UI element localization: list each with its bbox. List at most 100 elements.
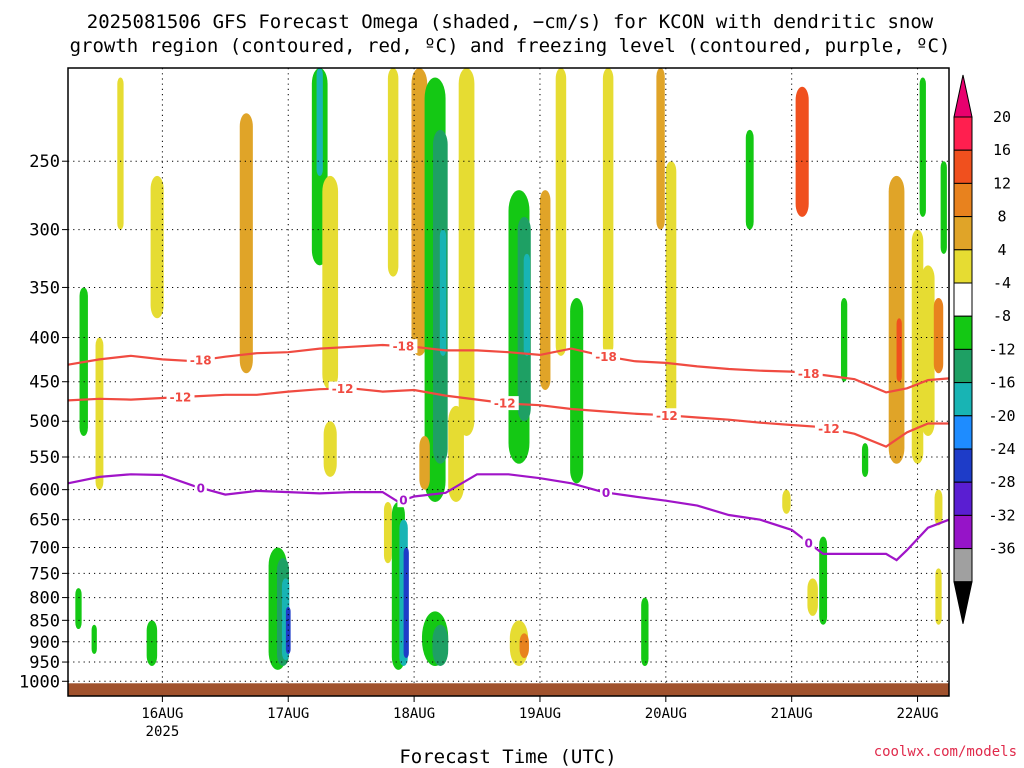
colorbar-label-12: 12 xyxy=(993,174,1011,192)
x-tick-sublabel: 2025 xyxy=(146,724,180,740)
contour-label-bg xyxy=(166,390,195,405)
omega-feature-1 xyxy=(95,337,104,490)
colorbar-label--24: -24 xyxy=(988,440,1015,458)
omega-feature-47 xyxy=(840,298,848,382)
contour-label--18: -18 xyxy=(190,354,212,368)
omega-feature-45 xyxy=(819,536,828,625)
omega-feature-32 xyxy=(523,253,531,356)
omega-feature-53 xyxy=(933,298,944,374)
contour-label-0: 0 xyxy=(602,486,610,500)
contour-label-bg xyxy=(652,408,681,423)
omega-feature-54 xyxy=(934,489,943,526)
x-tick-label-17AUG: 17AUG xyxy=(267,706,309,722)
contour-label--12: -12 xyxy=(818,422,840,436)
omega-feature-7 xyxy=(239,113,253,374)
colorbar-label--32: -32 xyxy=(988,506,1015,524)
y-tick-label-600: 600 xyxy=(29,481,60,501)
colorbar-label--36: -36 xyxy=(988,540,1015,558)
contour-label--18: -18 xyxy=(393,340,415,354)
contour-label-bg xyxy=(186,353,215,368)
omega-feature-43 xyxy=(782,489,791,514)
omega-feature-20 xyxy=(403,547,409,659)
omega-feature-24 xyxy=(439,229,447,356)
omega-feature-3 xyxy=(75,588,82,630)
colorbar-segment-2 xyxy=(953,182,973,218)
y-tick-label-350: 350 xyxy=(29,278,60,298)
colorbar-label--12: -12 xyxy=(988,340,1015,358)
colorbar-label--4: -4 xyxy=(993,274,1011,292)
omega-feature-40 xyxy=(656,68,665,230)
omega-feature-25 xyxy=(419,435,430,490)
contour-label-bg xyxy=(490,396,519,411)
contour-label-bg xyxy=(802,536,815,551)
contour-label-bg xyxy=(600,485,613,500)
contour-label-0: 0 xyxy=(197,481,205,495)
omega-feature-5 xyxy=(146,620,158,666)
colorbar-segment-10 xyxy=(953,448,973,483)
grid xyxy=(68,68,949,696)
omega-feature-35 xyxy=(519,633,529,659)
omega-feature-26 xyxy=(448,405,464,502)
y-tick-label-300: 300 xyxy=(29,221,60,241)
x-tick-label-22AUG: 22AUG xyxy=(896,706,938,722)
omega-feature-14 xyxy=(322,175,339,390)
contour-line--18 xyxy=(67,343,950,394)
x-tick-label-21AUG: 21AUG xyxy=(771,706,813,722)
contour-label--18: -18 xyxy=(595,350,617,364)
omega-feature-56 xyxy=(919,77,926,217)
omega-feature-36 xyxy=(570,298,584,484)
omega-feature-4 xyxy=(91,624,97,655)
y-tick-label-900: 900 xyxy=(29,633,60,653)
x-axis-label: Forecast Time (UTC) xyxy=(399,746,616,768)
omega-feature-52 xyxy=(921,265,935,436)
colorbar-segment-13 xyxy=(953,548,973,583)
omega-feature-39 xyxy=(641,597,649,666)
colorbar-segment-1 xyxy=(953,149,973,184)
y-tick-label-400: 400 xyxy=(29,329,60,349)
contour-label--12: -12 xyxy=(494,397,516,411)
colorbar-segment-9 xyxy=(953,415,973,450)
contour-label-0: 0 xyxy=(399,494,407,508)
colorbar-top-arrow xyxy=(953,74,973,118)
contour-label--12: -12 xyxy=(656,409,678,423)
omega-feature-2 xyxy=(117,77,124,230)
colorbar-label-16: 16 xyxy=(993,141,1011,159)
y-tick-label-250: 250 xyxy=(29,152,60,172)
omega-feature-21 xyxy=(411,68,428,356)
y-tick-label-1000: 1000 xyxy=(19,672,60,692)
omega-feature-29 xyxy=(458,68,475,436)
omega-feature-6 xyxy=(150,175,164,319)
colorbar-segment-11 xyxy=(953,481,973,516)
y-tick-label-650: 650 xyxy=(29,511,60,531)
y-tick-label-750: 750 xyxy=(29,564,60,584)
y-tick-label-450: 450 xyxy=(29,373,60,393)
omega-feature-49 xyxy=(888,175,905,464)
contour-line-0 xyxy=(67,473,950,562)
omega-feature-55 xyxy=(940,161,947,254)
contour-label-bg xyxy=(814,421,843,436)
omega-feature-50 xyxy=(896,318,902,382)
omega-feature-13 xyxy=(316,68,323,176)
colorbar-segment-8 xyxy=(953,382,973,417)
colorbar-segment-6 xyxy=(953,315,973,350)
chart-title-line-2: growth region (contoured, red, ºC) and f… xyxy=(70,35,951,57)
x-tick-label-19AUG: 19AUG xyxy=(519,706,561,722)
terrain-ground xyxy=(68,683,949,696)
colorbar-segment-5 xyxy=(953,282,973,317)
credit-text: coolwx.com/models xyxy=(874,744,1017,760)
colorbar-label--20: -20 xyxy=(988,407,1015,425)
contour-label-bg xyxy=(389,339,418,354)
plot-area: -18 -18 -18 -18 -12 -12 -12 -12 -12 0 0 0 0 xyxy=(67,67,950,697)
y-tick-label-550: 550 xyxy=(29,448,60,468)
omega-feature-42 xyxy=(745,129,754,230)
chart-title-line-1: 2025081506 GFS Forecast Omega (shaded, −… xyxy=(87,11,934,33)
omega-feature-17 xyxy=(383,501,392,564)
colorbar-label--16: -16 xyxy=(988,374,1015,392)
colorbar-bottom-arrow xyxy=(953,581,973,624)
y-axis: 2503003504004505005506006507007508008509… xyxy=(19,152,68,692)
omega-feature-16 xyxy=(387,68,399,277)
contour-label-bg xyxy=(592,349,621,364)
colorbar-segment-12 xyxy=(953,514,973,550)
y-tick-label-850: 850 xyxy=(29,611,60,631)
y-tick-label-500: 500 xyxy=(29,412,60,432)
